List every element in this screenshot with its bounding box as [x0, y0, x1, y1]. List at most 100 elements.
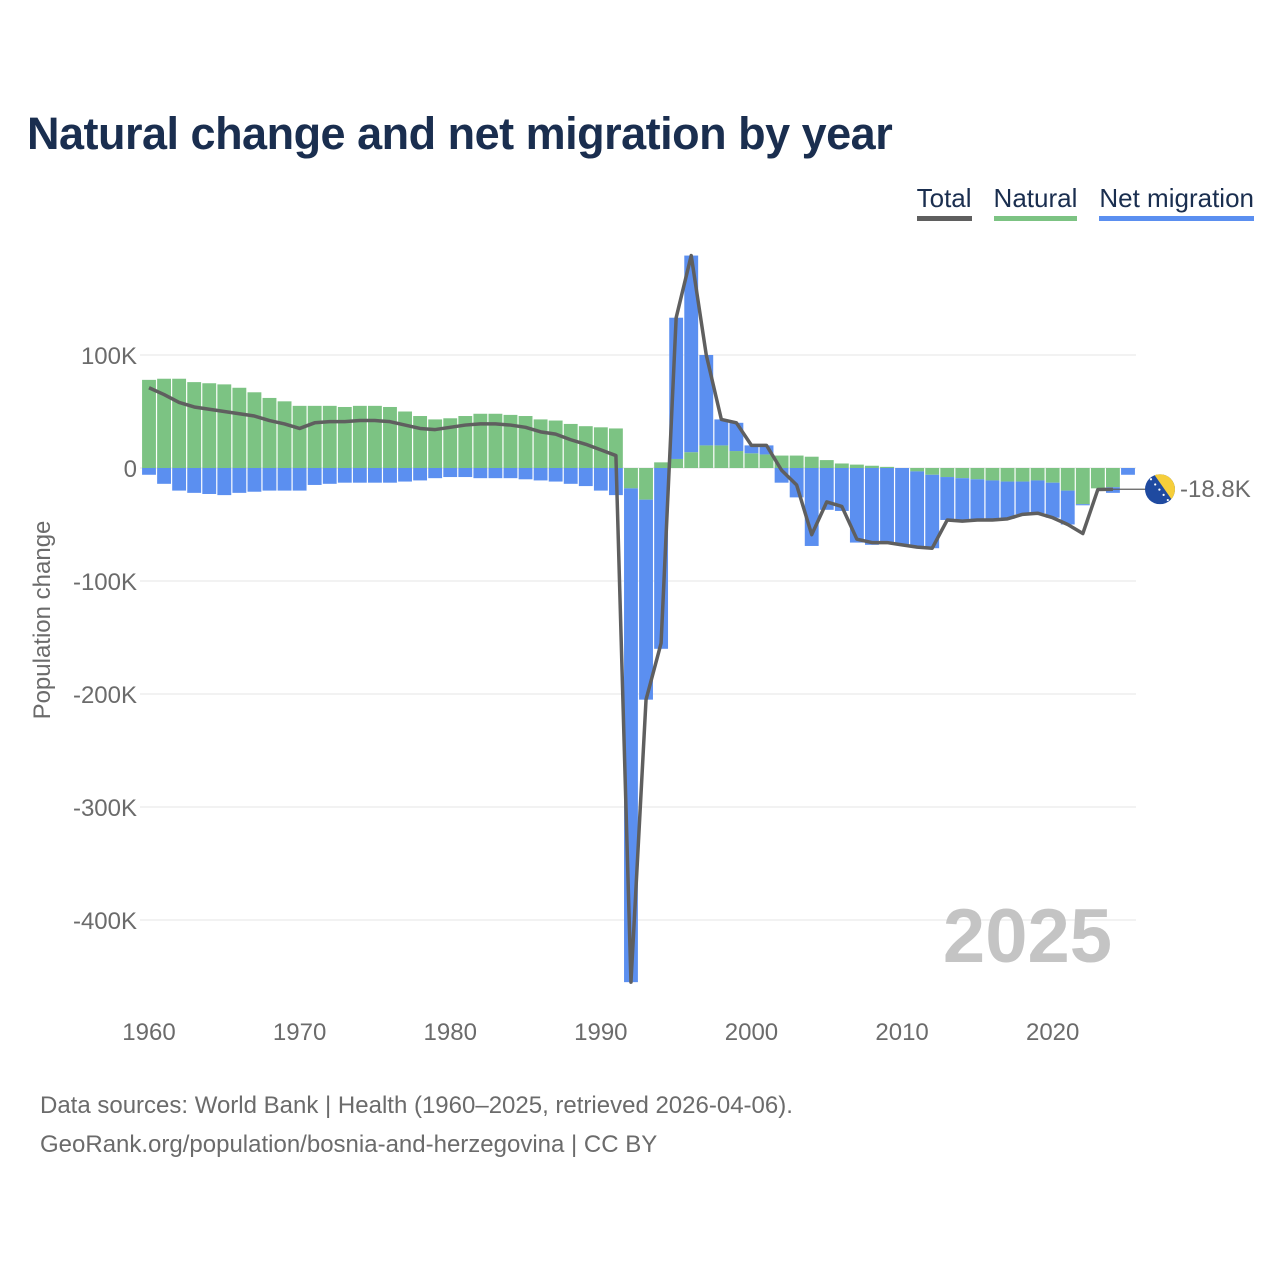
bar-net-migration	[398, 468, 412, 482]
legend-net-migration[interactable]: Net migration	[1099, 182, 1254, 221]
x-tick-label: 1990	[574, 1019, 627, 1046]
bar-natural	[804, 456, 819, 468]
bar-net-migration	[337, 468, 352, 483]
y-tick-label: 100K	[81, 343, 137, 370]
bar-natural	[367, 405, 382, 468]
bar-natural	[940, 468, 955, 478]
bar-net-migration	[488, 468, 503, 479]
bar-natural	[1045, 468, 1060, 483]
bar-natural	[970, 468, 985, 480]
bar-net-migration	[1121, 468, 1135, 475]
bar-natural	[232, 387, 247, 468]
bar-natural	[533, 419, 548, 468]
bar-natural	[202, 383, 217, 468]
bar-natural	[1075, 468, 1090, 505]
bar-natural	[413, 416, 428, 468]
bar-net-migration	[142, 468, 156, 475]
bar-net-migration	[473, 468, 488, 479]
x-tick-label: 2010	[875, 1019, 928, 1046]
bar-net-migration	[232, 468, 247, 493]
bar-net-migration	[217, 468, 232, 496]
flag-icon	[1145, 474, 1175, 505]
bar-natural	[578, 426, 593, 468]
bar-net-migration	[352, 468, 367, 483]
bar-net-migration	[955, 478, 970, 522]
bar-natural	[744, 453, 759, 468]
bar-natural	[1015, 468, 1030, 482]
bar-natural	[985, 468, 1000, 481]
bar-net-migration	[202, 468, 217, 494]
bar-natural	[714, 445, 729, 468]
bar-natural	[1090, 468, 1105, 489]
bar-net-migration	[714, 419, 729, 446]
flag-star	[1154, 483, 1157, 486]
bar-natural	[277, 401, 292, 468]
y-axis-label: Population change	[29, 521, 56, 720]
bar-natural	[142, 379, 156, 468]
bar-natural	[458, 416, 473, 468]
bar-natural	[473, 413, 488, 468]
bar-natural	[503, 414, 518, 468]
legend: Total Natural Net migration	[916, 182, 1254, 221]
bar-net-migration	[563, 468, 578, 484]
legend-natural[interactable]: Natural	[993, 182, 1078, 221]
bar-net-migration	[865, 468, 879, 545]
bar-net-migration	[292, 468, 307, 491]
bar-natural	[217, 384, 232, 468]
flag-star	[1149, 478, 1153, 481]
bar-net-migration	[458, 468, 473, 478]
bar-net-migration	[322, 468, 337, 484]
bar-natural	[684, 452, 699, 468]
bar-net-migration	[1030, 480, 1045, 514]
bar-natural	[925, 468, 940, 475]
x-tick-label: 2000	[725, 1019, 778, 1046]
bar-natural	[910, 468, 925, 472]
bar-natural	[352, 405, 367, 468]
footer: Data sources: World Bank | Health (1960–…	[40, 1086, 793, 1164]
bar-natural	[834, 463, 849, 468]
bar-net-migration	[1000, 481, 1015, 519]
bar-net-migration	[262, 468, 277, 491]
x-tick-label: 1960	[122, 1019, 175, 1046]
bar-natural	[1030, 468, 1045, 481]
bar-net-migration	[1060, 490, 1075, 525]
footer-sources: Data sources: World Bank | Health (1960–…	[40, 1092, 793, 1119]
bar-net-migration	[367, 468, 382, 483]
bar-net-migration	[307, 468, 322, 485]
bar-natural	[654, 462, 669, 468]
bar-net-migration	[759, 445, 774, 455]
bar-net-migration	[1015, 481, 1030, 515]
y-tick-label: -300K	[73, 795, 137, 822]
legend-total[interactable]: Total	[916, 182, 972, 221]
total-line	[148, 253, 1113, 984]
bar-natural	[955, 468, 970, 479]
bar-natural	[729, 451, 744, 468]
bar-net-migration	[880, 468, 894, 544]
bar-natural	[322, 405, 337, 468]
y-tick-label: -100K	[73, 569, 137, 596]
bar-net-migration	[533, 468, 548, 481]
bar-net-migration	[277, 468, 292, 491]
bar-net-migration	[970, 479, 985, 520]
year-watermark: 2025	[943, 894, 1112, 979]
bar-natural	[639, 468, 653, 500]
bar-natural	[1060, 468, 1075, 491]
footer-attribution: GeoRank.org/population/bosnia-and-herzeg…	[40, 1131, 658, 1158]
bar-net-migration	[443, 468, 458, 478]
x-tick-label: 1980	[424, 1019, 477, 1046]
bar-natural	[247, 392, 262, 468]
bar-net-migration	[940, 477, 955, 520]
bar-natural	[865, 465, 879, 468]
bar-natural	[1106, 468, 1120, 488]
bar-natural	[563, 423, 578, 468]
y-tick-label: -400K	[73, 908, 137, 935]
bar-natural	[849, 464, 864, 468]
bar-natural	[1000, 468, 1015, 482]
flag-star	[1162, 493, 1165, 496]
bar-net-migration	[503, 468, 518, 479]
bar-net-migration	[172, 468, 187, 491]
y-tick-label: -200K	[73, 682, 137, 709]
bar-net-migration	[157, 468, 171, 484]
bar-natural	[398, 411, 412, 468]
